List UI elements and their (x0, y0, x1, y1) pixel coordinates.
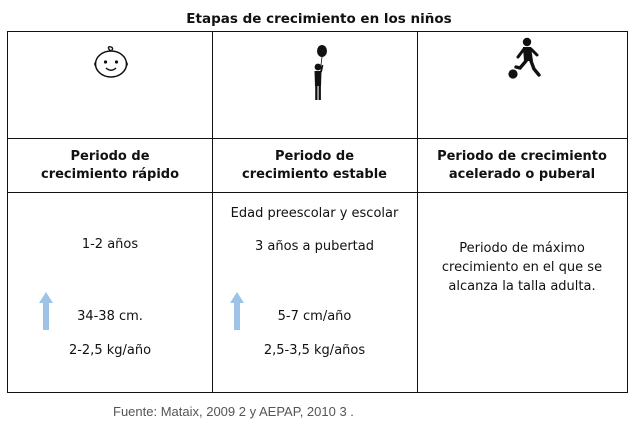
source-citation: Fuente: Mataix, 2009 2 y AEPAP, 2010 3 . (113, 404, 354, 419)
height-growth-stable: 5-7 cm/año (277, 309, 352, 324)
growth-stages-table: Periodo de crecimiento rápido Periodo de… (7, 31, 628, 393)
header-stable: Periodo de crecimiento estable (242, 148, 387, 182)
age-range-rapid: 1-2 años (81, 237, 139, 252)
row-divider (8, 138, 627, 139)
age-range-stable: 3 años a pubertad (255, 239, 374, 254)
stage-stable: Edad preescolar y escolar (230, 206, 399, 221)
header-rapid: Periodo de crecimiento rápido (40, 148, 180, 182)
column-divider (417, 32, 418, 392)
weight-growth-rapid: 2-2,5 kg/año (68, 343, 152, 358)
up-arrow-icon (39, 292, 53, 330)
description-puberal: Periodo de máximo crecimiento en el que … (441, 241, 603, 294)
row-divider (8, 192, 627, 193)
icon-cell-puberal (417, 32, 627, 138)
height-growth-rapid: 34-38 cm. (77, 309, 143, 324)
weight-growth-stable: 2,5-3,5 kg/años (263, 343, 366, 358)
child-with-balloon-icon (314, 45, 327, 100)
icon-cell-stable (212, 32, 417, 138)
header-puberal: Periodo de crecimiento acelerado o puber… (437, 148, 607, 182)
icon-cell-rapid (8, 32, 212, 138)
baby-face-icon (94, 46, 128, 78)
child-kicking-ball-icon (508, 37, 541, 79)
up-arrow-icon (230, 292, 244, 330)
column-divider (212, 32, 213, 392)
table-title: Etapas de crecimiento en los niños (186, 11, 452, 27)
